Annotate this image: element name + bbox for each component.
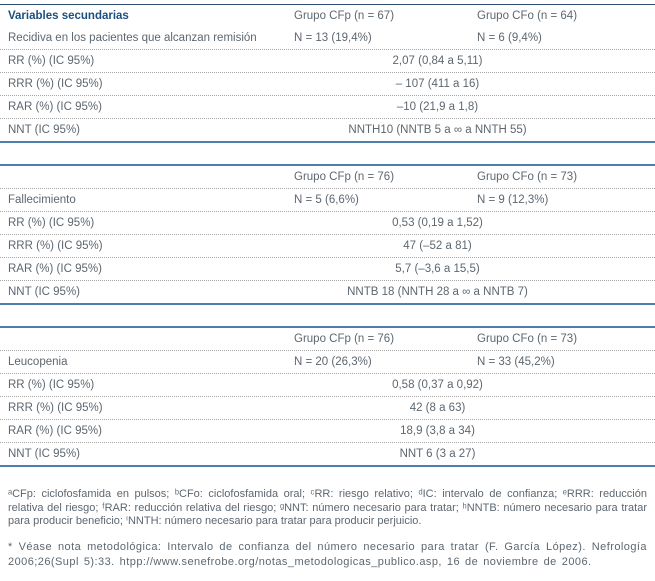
stat-row-rar: RAR (%) (IC 95%) 18,9 (3,8 a 34) — [0, 419, 655, 442]
stat-row-rrr: RRR (%) (IC 95%) 47 (–52 a 81) — [0, 234, 655, 257]
stat-row-rar: RAR (%) (IC 95%) 5,7 (–3,6 a 15,5) — [0, 257, 655, 280]
group-cfo-header: Grupo CFo (n = 64) — [477, 10, 578, 22]
topic-row: Recidiva en los pacientes que alcanzan r… — [0, 27, 655, 49]
table-section-fallecimiento: Grupo CFp (n = 76) Grupo CFo (n = 73) Fa… — [0, 164, 655, 305]
stat-label: RAR (%) (IC 95%) — [8, 263, 102, 275]
topic-label: Fallecimiento — [8, 194, 76, 206]
stat-row-rar: RAR (%) (IC 95%) –10 (21,9 a 1,8) — [0, 95, 655, 118]
stat-value: NNTH10 (NNTB 5 a ∞ a NNTH 55) — [348, 124, 527, 136]
section-header-row: Grupo CFp (n = 76) Grupo CFo (n = 73) — [0, 328, 655, 350]
group-cfo-header: Grupo CFo (n = 73) — [477, 171, 578, 183]
stat-value: 2,07 (0,84 a 5,11) — [392, 55, 483, 67]
table-section-leucopenia: Grupo CFp (n = 76) Grupo CFo (n = 73) Le… — [0, 326, 655, 467]
stat-value: 5,7 (–3,6 a 15,5) — [395, 263, 480, 275]
stat-label: NNT (IC 95%) — [8, 124, 80, 136]
topic-label: Leucopenia — [8, 356, 68, 368]
group-cfp-header: Grupo CFp (n = 67) — [294, 10, 395, 22]
stat-value: –10 (21,9 a 1,8) — [396, 101, 479, 113]
footnote-methodological-note: * Véase nota metodológica: Intervalo de … — [8, 540, 647, 568]
empty-header-cell — [0, 175, 294, 179]
topic-value-cfo: N = 6 (9,4%) — [477, 32, 542, 44]
stat-value: 42 (8 a 63) — [409, 402, 466, 414]
stat-value: 47 (–52 a 81) — [403, 240, 472, 252]
stat-value: 0,53 (0,19 a 1,52) — [392, 217, 483, 229]
stat-row-rrr: RRR (%) (IC 95%) – 107 (411 a 16) — [0, 72, 655, 95]
topic-value-cfp: N = 13 (19,4%) — [294, 32, 372, 44]
table-title: Variables secundarias — [8, 10, 129, 22]
stat-label: RAR (%) (IC 95%) — [8, 101, 102, 113]
table-section-recidiva: Variables secundarias Grupo CFp (n = 67)… — [0, 4, 655, 143]
topic-label: Recidiva en los pacientes que alcanzan r… — [8, 32, 257, 44]
group-cfo-header: Grupo CFo (n = 73) — [477, 333, 578, 345]
section-header-row: Grupo CFp (n = 76) Grupo CFo (n = 73) — [0, 166, 655, 188]
stat-row-nnt: NNT (IC 95%) NNTB 18 (NNTH 28 a ∞ a NNTB… — [0, 280, 655, 303]
stat-row-nnt: NNT (IC 95%) NNT 6 (3 a 27) — [0, 442, 655, 465]
stat-label: RRR (%) (IC 95%) — [8, 240, 103, 252]
stat-row-rr: RR (%) (IC 95%) 0,53 (0,19 a 1,52) — [0, 211, 655, 234]
topic-value-cfp: N = 5 (6,6%) — [294, 194, 359, 206]
stat-row-rr: RR (%) (IC 95%) 0,58 (0,37 a 0,92) — [0, 373, 655, 396]
stat-label: RAR (%) (IC 95%) — [8, 425, 102, 437]
footnote-abbreviations: ᵃCFp: ciclofosfamida en pulsos; ᵇCFo: ci… — [8, 488, 647, 527]
section-header-row: Variables secundarias Grupo CFp (n = 67)… — [0, 5, 655, 27]
topic-row: Fallecimiento N = 5 (6,6%) N = 9 (12,3%) — [0, 188, 655, 211]
stat-value: 0,58 (0,37 a 0,92) — [392, 379, 483, 391]
stat-value: – 107 (411 a 16) — [395, 78, 480, 90]
stat-row-nnt: NNT (IC 95%) NNTH10 (NNTB 5 a ∞ a NNTH 5… — [0, 118, 655, 141]
stat-label: RR (%) (IC 95%) — [8, 217, 95, 229]
topic-value-cfp: N = 20 (26,3%) — [294, 356, 372, 368]
topic-row: Leucopenia N = 20 (26,3%) N = 33 (45,2%) — [0, 350, 655, 373]
stat-row-rr: RR (%) (IC 95%) 2,07 (0,84 a 5,11) — [0, 49, 655, 72]
stat-value: NNT 6 (3 a 27) — [399, 448, 476, 460]
stat-value: 18,9 (3,8 a 34) — [400, 425, 475, 437]
stat-label: RR (%) (IC 95%) — [8, 55, 95, 67]
group-cfp-header: Grupo CFp (n = 76) — [294, 333, 395, 345]
topic-value-cfo: N = 33 (45,2%) — [477, 356, 555, 368]
stat-label: RRR (%) (IC 95%) — [8, 78, 103, 90]
stat-row-rrr: RRR (%) (IC 95%) 42 (8 a 63) — [0, 396, 655, 419]
stat-value: NNTB 18 (NNTH 28 a ∞ a NNTB 7) — [347, 286, 528, 298]
topic-value-cfo: N = 9 (12,3%) — [477, 194, 549, 206]
group-cfp-header: Grupo CFp (n = 76) — [294, 171, 395, 183]
empty-header-cell — [0, 337, 294, 341]
stat-label: RR (%) (IC 95%) — [8, 379, 95, 391]
stat-label: NNT (IC 95%) — [8, 448, 80, 460]
stat-label: RRR (%) (IC 95%) — [8, 402, 103, 414]
stat-label: NNT (IC 95%) — [8, 286, 80, 298]
